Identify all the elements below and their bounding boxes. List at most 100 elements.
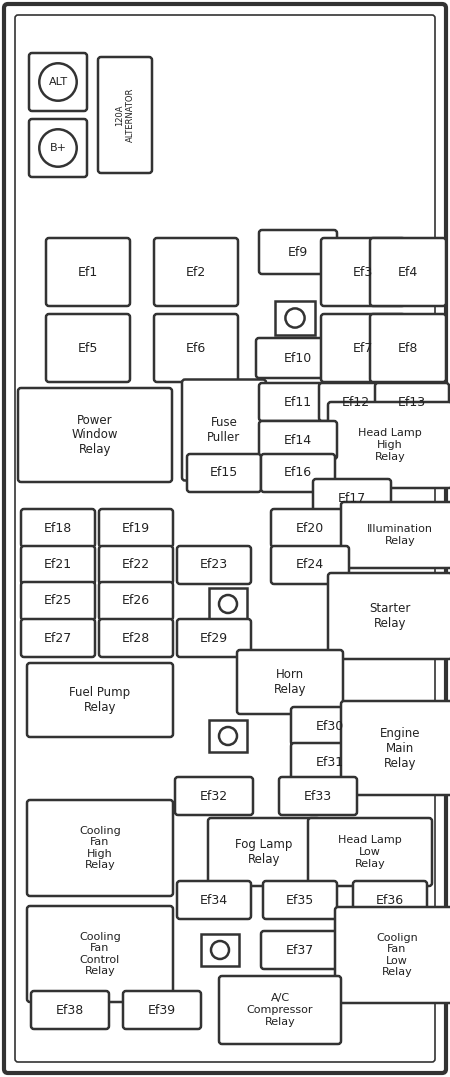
Text: Fuse
Puller: Fuse Puller [207,416,241,444]
FancyBboxPatch shape [370,314,446,382]
Circle shape [39,129,76,167]
Text: Ef32: Ef32 [200,789,228,802]
Text: Power
Window
Relay: Power Window Relay [72,414,118,457]
FancyBboxPatch shape [370,238,446,306]
Circle shape [211,941,229,959]
FancyBboxPatch shape [201,934,239,966]
FancyBboxPatch shape [29,53,87,111]
Text: Ef34: Ef34 [200,894,228,907]
Text: Cooling
Fan
High
Relay: Cooling Fan High Relay [79,826,121,870]
FancyBboxPatch shape [321,238,405,306]
Text: Ef19: Ef19 [122,521,150,534]
Text: Ef3: Ef3 [353,266,373,279]
FancyBboxPatch shape [208,819,320,886]
FancyBboxPatch shape [177,881,251,919]
Text: Ef17: Ef17 [338,491,366,504]
FancyBboxPatch shape [308,819,432,886]
FancyBboxPatch shape [21,509,95,547]
FancyBboxPatch shape [21,546,95,584]
FancyBboxPatch shape [261,931,339,969]
FancyBboxPatch shape [256,338,340,378]
FancyBboxPatch shape [182,379,266,480]
Text: Ef26: Ef26 [122,595,150,607]
FancyBboxPatch shape [27,906,173,1002]
FancyBboxPatch shape [319,383,393,421]
FancyBboxPatch shape [154,314,238,382]
FancyBboxPatch shape [177,546,251,584]
Text: Ef31: Ef31 [316,755,344,769]
FancyBboxPatch shape [313,479,391,517]
FancyBboxPatch shape [175,777,253,815]
FancyBboxPatch shape [99,619,173,657]
FancyBboxPatch shape [291,743,369,781]
Text: Fog Lamp
Relay: Fog Lamp Relay [235,838,292,866]
FancyBboxPatch shape [99,582,173,620]
FancyBboxPatch shape [27,663,173,737]
Text: Ef8: Ef8 [398,341,418,354]
FancyBboxPatch shape [21,619,95,657]
Text: Head Lamp
Low
Relay: Head Lamp Low Relay [338,836,402,868]
FancyBboxPatch shape [21,582,95,620]
FancyBboxPatch shape [31,991,109,1029]
Text: Engine
Main
Relay: Engine Main Relay [380,727,420,769]
Text: Ef12: Ef12 [342,395,370,408]
Text: Ef35: Ef35 [286,894,314,907]
Text: Head Lamp
High
Relay: Head Lamp High Relay [358,429,422,462]
FancyBboxPatch shape [46,314,130,382]
Text: Horn
Relay: Horn Relay [274,668,306,696]
Text: Ef13: Ef13 [398,395,426,408]
Text: Ef30: Ef30 [316,719,344,732]
FancyBboxPatch shape [99,546,173,584]
FancyBboxPatch shape [209,588,247,620]
Text: Ef16: Ef16 [284,466,312,479]
Circle shape [219,727,237,745]
FancyBboxPatch shape [18,388,172,482]
Text: Fuel Pump
Relay: Fuel Pump Relay [69,686,130,714]
FancyBboxPatch shape [321,314,405,382]
Text: Ef21: Ef21 [44,559,72,572]
Text: Illumination
Relay: Illumination Relay [367,524,433,546]
Circle shape [219,595,237,613]
Text: Ef15: Ef15 [210,466,238,479]
FancyBboxPatch shape [177,619,251,657]
Text: Ef10: Ef10 [284,351,312,364]
Text: Ef27: Ef27 [44,631,72,644]
Text: A/C
Compressor
Relay: A/C Compressor Relay [247,993,313,1026]
Circle shape [39,64,76,101]
Text: Ef1: Ef1 [78,266,98,279]
Text: Ef18: Ef18 [44,521,72,534]
Text: Starter
Relay: Starter Relay [369,602,411,630]
Text: Ef24: Ef24 [296,559,324,572]
FancyBboxPatch shape [341,502,450,568]
Text: Cooling
Fan
Control
Relay: Cooling Fan Control Relay [79,932,121,977]
FancyBboxPatch shape [187,454,261,492]
FancyBboxPatch shape [328,402,450,488]
FancyBboxPatch shape [29,118,87,177]
FancyBboxPatch shape [275,300,315,335]
FancyBboxPatch shape [259,383,337,421]
Text: Coolign
Fan
Low
Relay: Coolign Fan Low Relay [376,933,418,978]
FancyBboxPatch shape [375,383,449,421]
FancyBboxPatch shape [279,777,357,815]
FancyBboxPatch shape [259,421,337,459]
Text: Ef23: Ef23 [200,559,228,572]
Text: ALT: ALT [49,76,68,87]
FancyBboxPatch shape [341,701,450,795]
Text: Ef28: Ef28 [122,631,150,644]
Text: Ef9: Ef9 [288,246,308,258]
FancyBboxPatch shape [335,907,450,1003]
FancyBboxPatch shape [291,707,369,745]
FancyBboxPatch shape [46,238,130,306]
FancyBboxPatch shape [209,721,247,752]
Text: Ef36: Ef36 [376,894,404,907]
FancyBboxPatch shape [154,238,238,306]
FancyBboxPatch shape [27,800,173,896]
Text: 120A
ALTERNATOR: 120A ALTERNATOR [115,88,135,142]
Text: Ef25: Ef25 [44,595,72,607]
Text: Ef14: Ef14 [284,434,312,447]
FancyBboxPatch shape [353,881,427,919]
Text: Ef29: Ef29 [200,631,228,644]
Text: Ef7: Ef7 [353,341,373,354]
FancyBboxPatch shape [271,509,349,547]
Text: Ef39: Ef39 [148,1004,176,1017]
